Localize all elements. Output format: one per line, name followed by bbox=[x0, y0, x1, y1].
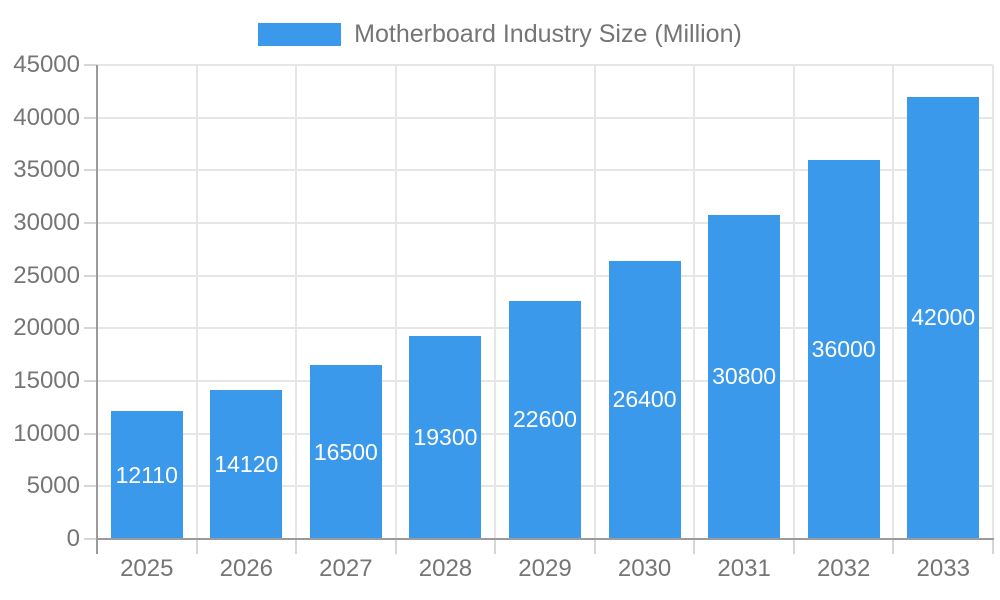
plot-area: 45000 40000 35000 30000 25000 20000 1500… bbox=[13, 53, 994, 581]
x-axis-label: 2027 bbox=[319, 555, 373, 582]
v-gridline bbox=[992, 65, 994, 539]
v-gridline bbox=[593, 65, 596, 539]
x-axis-label: 2033 bbox=[916, 555, 970, 582]
x-axis-label: 2026 bbox=[219, 555, 274, 582]
y-axis-label: 20000 bbox=[13, 314, 80, 342]
y-axis-label: 5000 bbox=[26, 472, 80, 500]
x-axis-label: 2030 bbox=[617, 555, 672, 582]
v-gridline bbox=[494, 65, 497, 539]
legend-label: Motherboard Industry Size (Million) bbox=[354, 20, 742, 48]
bar-2028: 19300 bbox=[409, 335, 482, 539]
bar-value-label: 36000 bbox=[811, 335, 876, 362]
y-axis-label: 25000 bbox=[13, 261, 80, 289]
v-gridline bbox=[693, 65, 696, 539]
v-gridline bbox=[195, 65, 198, 539]
x-tick bbox=[195, 539, 198, 554]
y-axis-line bbox=[96, 65, 98, 554]
h-gridline bbox=[97, 221, 993, 224]
x-tick bbox=[792, 539, 795, 554]
h-gridline bbox=[97, 274, 993, 277]
y-tick bbox=[84, 327, 97, 330]
y-axis-label: 10000 bbox=[13, 419, 80, 447]
y-tick bbox=[84, 485, 97, 488]
bar-2031: 30800 bbox=[708, 214, 781, 539]
x-tick bbox=[693, 539, 696, 554]
y-axis-label: 40000 bbox=[13, 103, 80, 131]
x-axis-label: 2031 bbox=[717, 555, 771, 582]
bar-2027: 16500 bbox=[309, 365, 382, 539]
y-axis-label: 30000 bbox=[13, 208, 80, 236]
h-gridline bbox=[97, 116, 993, 119]
y-axis-label: 35000 bbox=[13, 156, 80, 184]
bar-2032: 36000 bbox=[807, 159, 880, 539]
v-gridline bbox=[892, 65, 895, 539]
bar-2026: 14120 bbox=[210, 390, 283, 539]
x-axis-label: 2028 bbox=[418, 555, 473, 582]
bar-value-label: 16500 bbox=[313, 438, 378, 465]
y-tick bbox=[84, 116, 97, 119]
y-axis-label: 0 bbox=[66, 525, 80, 552]
bar-value-label: 26400 bbox=[612, 386, 677, 413]
bar-2029: 22600 bbox=[509, 300, 581, 539]
x-tick bbox=[394, 539, 397, 554]
bar-value-label: 14120 bbox=[214, 451, 279, 478]
legend-swatch-icon bbox=[258, 22, 342, 46]
x-tick bbox=[892, 539, 895, 554]
bar-2030: 26400 bbox=[608, 260, 681, 539]
bar-value-label: 30800 bbox=[712, 363, 777, 390]
h-gridline bbox=[97, 64, 993, 66]
y-tick bbox=[84, 64, 97, 66]
y-axis-label: 45000 bbox=[13, 51, 80, 78]
x-axis-line bbox=[96, 538, 994, 540]
bar-value-label: 12110 bbox=[115, 461, 178, 488]
v-gridline bbox=[792, 65, 795, 539]
legend: Motherboard Industry Size (Million) bbox=[0, 19, 1000, 49]
y-tick bbox=[84, 274, 97, 277]
x-tick bbox=[992, 539, 994, 554]
bar-2033: 42000 bbox=[907, 96, 980, 539]
x-tick bbox=[494, 539, 497, 554]
bar-value-label: 19300 bbox=[413, 423, 478, 450]
y-tick bbox=[84, 538, 97, 540]
x-axis-label: 2029 bbox=[518, 555, 572, 582]
h-gridline bbox=[97, 169, 993, 172]
x-tick bbox=[295, 539, 298, 554]
y-tick bbox=[84, 380, 97, 382]
y-tick bbox=[84, 432, 97, 435]
y-tick bbox=[84, 169, 97, 172]
bar-value-label: 22600 bbox=[513, 406, 577, 433]
y-tick bbox=[84, 221, 97, 224]
y-axis-label: 15000 bbox=[13, 367, 80, 394]
v-gridline bbox=[295, 65, 298, 539]
x-axis-label: 2032 bbox=[816, 555, 871, 582]
x-axis-label: 2025 bbox=[120, 555, 174, 582]
x-tick bbox=[593, 539, 596, 554]
bar-2025: 12110 bbox=[110, 411, 183, 539]
bar-value-label: 42000 bbox=[911, 304, 976, 331]
v-gridline bbox=[394, 65, 397, 539]
